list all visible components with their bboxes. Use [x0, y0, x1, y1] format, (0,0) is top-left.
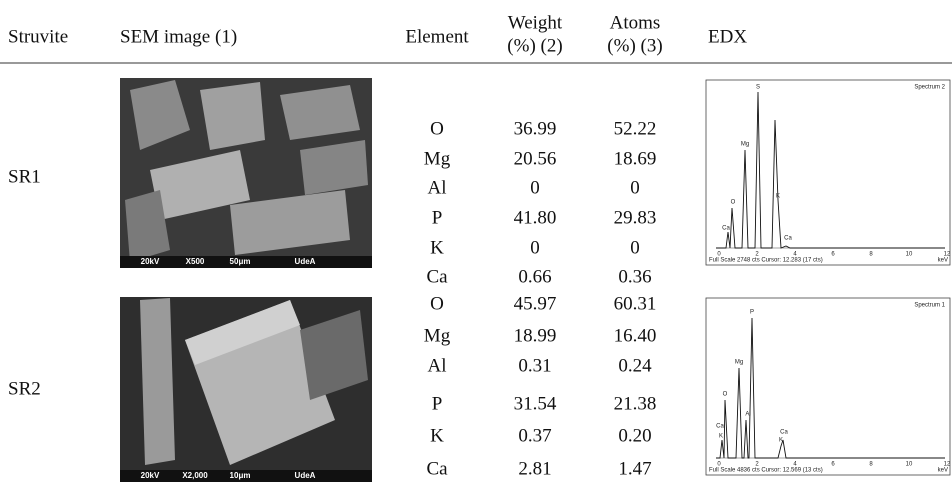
element: K [430, 425, 444, 446]
edx-axis-tick: 12 [944, 252, 951, 258]
value-cell: 52.22 [614, 118, 657, 139]
edx-axis-tick: 2 [755, 252, 759, 258]
sem-caption: X2,000 [182, 471, 208, 480]
value-cell: 0.66 [518, 266, 551, 287]
sem-image [120, 78, 372, 268]
edx-footer: Full Scale 2748 cts Cursor: 12.283 (17 c… [709, 258, 823, 264]
header-element: Element [405, 26, 469, 47]
sem-image [120, 297, 372, 482]
sem-caption: UdeA [295, 471, 316, 480]
value-cell: 18.99 [514, 325, 557, 346]
sem-caption: UdeA [295, 257, 316, 266]
edx-unit: keV [938, 468, 948, 474]
sample-name: SR1 [8, 166, 41, 187]
edx-axis-tick: 0 [717, 462, 721, 468]
value-cell: 0 [630, 237, 640, 258]
value-cell: 1.47 [618, 458, 651, 479]
edx-axis-tick: 4 [793, 252, 797, 258]
edx-footer: Full Scale 4836 cts Cursor: 12.569 (13 c… [709, 468, 823, 474]
value-cell: 16.40 [614, 325, 657, 346]
value-cell: 31.54 [514, 393, 557, 414]
value-cell: 0.31 [518, 355, 551, 376]
edx-peak-label: K [779, 438, 783, 444]
value-cell: 60.31 [614, 293, 657, 314]
value-cell: 41.80 [514, 207, 557, 228]
sem-caption: 50μm [230, 257, 251, 266]
edx-peak-label: O [723, 392, 728, 398]
edx-peak-label: Ca [716, 424, 724, 430]
header-atoms: Atoms [610, 12, 661, 33]
edx-spectrum [705, 79, 951, 266]
value-cell: 45.97 [514, 293, 557, 314]
edx-peak-label: P [750, 310, 754, 316]
sem-caption: X500 [186, 257, 205, 266]
edx-axis-tick: 12 [944, 462, 951, 468]
header-edx: EDX [708, 26, 747, 47]
edx-peak-label: Mg [741, 142, 749, 148]
edx-peak-label: Ca [780, 430, 788, 436]
value-cell: 0.36 [618, 266, 651, 287]
edx-axis-tick: 10 [906, 252, 913, 258]
sem-caption: 20kV [141, 471, 160, 480]
value-cell: 2.81 [518, 458, 551, 479]
element: Ca [426, 458, 448, 479]
sem-caption: 10μm [230, 471, 251, 480]
edx-axis-tick: 6 [831, 462, 835, 468]
edx-spectrum [705, 297, 951, 476]
edx-unit: keV [938, 258, 948, 264]
edx-axis-tick: 0 [717, 252, 721, 258]
edx-spectrum-name: Spectrum 1 [914, 303, 945, 309]
value-cell: 0 [630, 177, 640, 198]
element: P [432, 207, 443, 228]
element: K [430, 237, 444, 258]
edx-axis-tick: 6 [831, 252, 835, 258]
value-cell: 36.99 [514, 118, 557, 139]
element: O [430, 293, 444, 314]
element: Mg [424, 325, 451, 346]
element: P [432, 393, 443, 414]
element: O [430, 118, 444, 139]
value-cell: 0.24 [618, 355, 652, 376]
edx-axis-tick: 2 [755, 462, 759, 468]
element: Ca [426, 266, 448, 287]
edx-peak-label: K [719, 434, 723, 440]
header-weight: (%) (2) [507, 35, 562, 56]
sem-caption: 20kV [141, 257, 160, 266]
edx-peak-label: Ca [722, 226, 730, 232]
value-cell: 21.38 [614, 393, 657, 414]
edx-peak-label: Ca [784, 236, 792, 242]
edx-spectrum-name: Spectrum 2 [914, 85, 945, 91]
edx-peak-label: S [756, 85, 760, 91]
edx-peak-label: Al [745, 412, 750, 418]
header-sem: SEM image (1) [120, 26, 237, 47]
element: Al [428, 177, 447, 198]
value-cell: 18.69 [614, 148, 657, 169]
edx-peak-label: O [731, 200, 736, 206]
value-cell: 20.56 [514, 148, 557, 169]
sample-name: SR2 [8, 378, 41, 399]
header-weight: Weight [508, 12, 563, 33]
value-cell: 0.20 [618, 425, 651, 446]
edx-peak-label: K [776, 194, 780, 200]
header-atoms: (%) (3) [607, 35, 662, 56]
value-cell: 29.83 [614, 207, 657, 228]
edx-axis-tick: 8 [869, 462, 873, 468]
edx-axis-tick: 8 [869, 252, 873, 258]
element: Al [428, 355, 447, 376]
element: Mg [424, 148, 451, 169]
value-cell: 0 [530, 237, 540, 258]
value-cell: 0.37 [518, 425, 551, 446]
header-struvite: Struvite [8, 26, 68, 47]
edx-peak-label: Mg [735, 360, 743, 366]
edx-axis-tick: 4 [793, 462, 797, 468]
edx-axis-tick: 10 [906, 462, 913, 468]
value-cell: 0 [530, 177, 540, 198]
